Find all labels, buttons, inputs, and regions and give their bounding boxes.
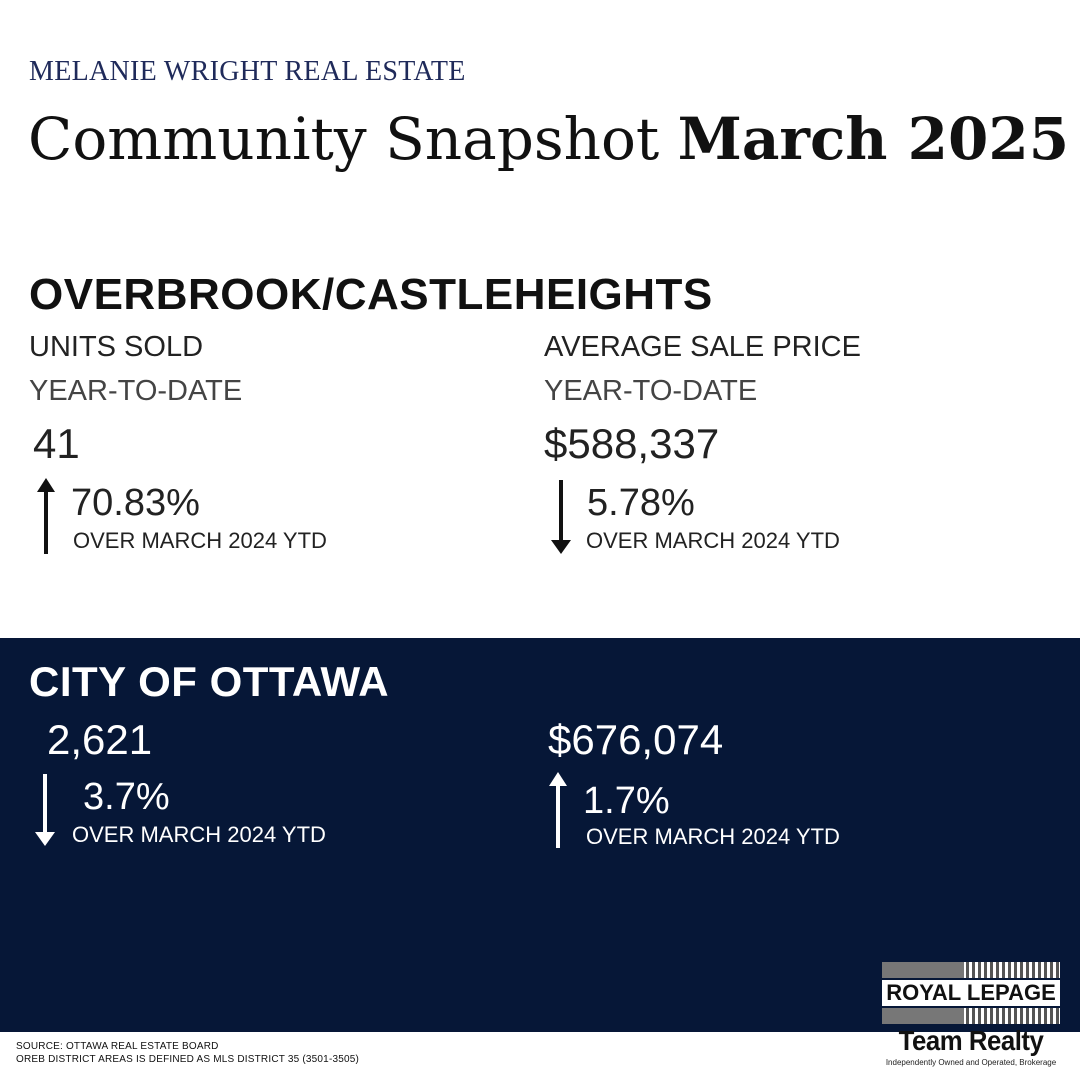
price-period: YEAR-TO-DATE [544,375,758,407]
city-price-change: 1.7% [583,780,670,822]
units-label: UNITS SOLD [29,331,204,363]
price-value: $588,337 [544,420,720,467]
title-regular: Community Snapshot [28,105,660,173]
arrow-up-icon [36,478,56,556]
logo-stripe-top [882,962,1060,978]
brand-name: MELANIE WRIGHT REAL ESTATE [29,56,466,87]
city-section: CITY OF OTTAWA 2,621 3.7% OVER MARCH 202… [0,638,1080,1032]
royal-lepage-logo: ROYAL LEPAGE Team Realty Independently O… [880,960,1062,1072]
logo-stripe-bottom [882,1008,1060,1024]
city-price-comparison: OVER MARCH 2024 YTD [586,824,840,849]
city-units-comparison: OVER MARCH 2024 YTD [72,822,326,847]
city-price-value: $676,074 [548,716,724,763]
logo-line2: Team Realty [898,1025,1044,1056]
logo-line1: ROYAL LEPAGE [882,980,1060,1006]
units-period: YEAR-TO-DATE [29,375,243,407]
units-change: 70.83% [71,482,200,524]
logo-tagline: Independently Owned and Operated, Broker… [885,1058,1057,1067]
city-units-value: 2,621 [47,716,153,763]
units-comparison: OVER MARCH 2024 YTD [73,528,327,553]
price-change: 5.78% [587,482,695,524]
district-note: OREB DISTRICT AREAS IS DEFINED AS MLS DI… [16,1054,360,1065]
arrow-down-icon [550,478,572,556]
units-value: 41 [33,420,80,467]
city-units-change: 3.7% [83,776,170,818]
city-name: CITY OF OTTAWA [29,658,390,705]
arrow-down-icon [34,772,56,848]
title-bold: March 2025 [677,105,1070,173]
page-title: Community Snapshot March 2025 [28,105,1070,173]
community-name: OVERBROOK/CASTLEHEIGHTS [29,270,713,319]
source-note: SOURCE: OTTAWA REAL ESTATE BOARD [16,1041,219,1052]
price-label: AVERAGE SALE PRICE [544,331,861,363]
arrow-up-icon [548,772,568,850]
price-comparison: OVER MARCH 2024 YTD [586,528,840,553]
